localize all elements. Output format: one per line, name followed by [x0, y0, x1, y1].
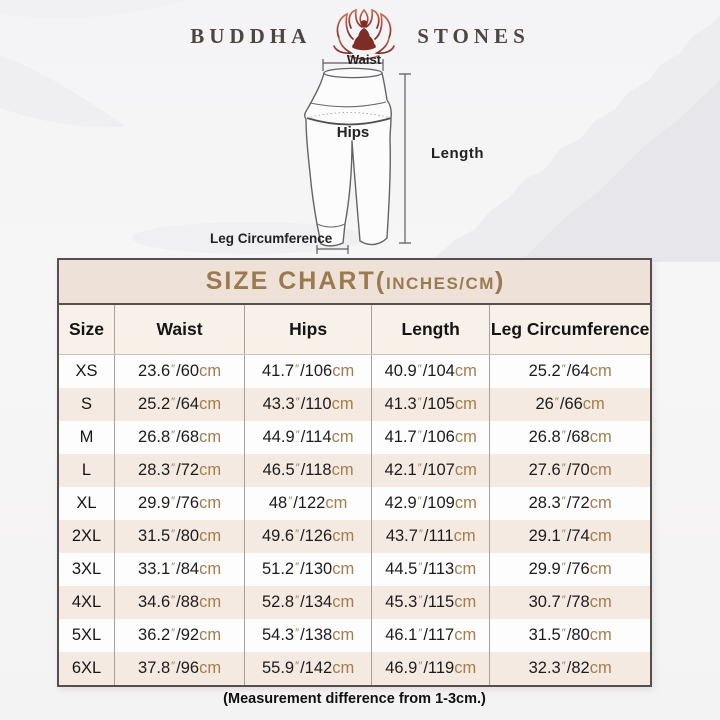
length-label: Length: [431, 145, 484, 162]
size-table: Size Waist Hips Length Leg Circumference…: [59, 305, 650, 685]
table-row: S 25.2″/64cm 43.3″/110cm 41.3″/105cm 26″/66c…: [59, 388, 650, 421]
table-row: XS 23.6″/60cm 41.7″/106cm 40.9″/104cm 25.2″/…: [59, 354, 650, 388]
table-row: 2XL 31.5″/80cm 49.6″/126cm 43.7″/111cm 29.1″…: [59, 520, 650, 553]
hips-measurement: 48″/122cm: [244, 487, 373, 520]
pants-measurement-diagram: Waist Hips Length Leg Circumference: [200, 52, 520, 263]
leg-measurement: 29.9″/76cm: [528, 560, 612, 578]
column-header-length: Length: [371, 305, 491, 355]
length-measurement: 46.9″/119cm: [371, 652, 491, 685]
length-measurement: 41.7″/106cm: [371, 421, 491, 454]
waist-measurement: 37.8″/96cm: [114, 652, 246, 685]
size-chart-title: SIZE CHART(: [205, 267, 387, 295]
waist-measurement: 26.8″/68cm: [114, 421, 246, 454]
leg-circumference-label: Leg Circumference: [210, 231, 333, 246]
table-header-row: Size Waist Hips Length Leg Circumference: [59, 305, 650, 355]
size-value: M: [59, 421, 116, 454]
size-chart-units: INCHES/CM: [386, 274, 495, 293]
hips-measurement: 54.3″/138cm: [244, 619, 373, 652]
size-value: 3XL: [59, 553, 116, 586]
hips-measurement: 52.8″/134cm: [244, 586, 373, 619]
measurement-note: (Measurement difference from 1-3cm.): [223, 691, 486, 707]
size-table-body: XS 23.6″/60cm 41.7″/106cm 40.9″/104cm 25.2″/…: [59, 354, 650, 685]
pants-outline-drawing: [303, 59, 411, 254]
leg-measurement: 29.1″/74cm: [528, 527, 612, 545]
hips-measurement: 44.9″/114cm: [244, 421, 373, 454]
hips-label: Hips: [336, 124, 370, 141]
brand-header: BUDDHA STONES: [0, 8, 720, 64]
length-measurement: 41.3″/105cm: [371, 388, 491, 421]
waist-measurement: 28.3″/72cm: [114, 454, 246, 487]
column-header-hips: Hips: [244, 305, 373, 355]
hips-measurement: 51.2″/130cm: [244, 553, 373, 586]
size-value: 4XL: [59, 586, 116, 619]
table-row: XL 29.9″/76cm 48″/122cm 42.9″/109cm 28.3″/72…: [59, 487, 650, 520]
size-value: L: [59, 454, 116, 487]
length-measurement: 40.9″/104cm: [371, 354, 491, 388]
length-measurement: 44.5″/113cm: [371, 553, 491, 586]
size-chart-title-close: ): [494, 267, 504, 295]
hips-measurement: 41.7″/106cm: [244, 354, 373, 388]
leg-measurement: 26″/66cm: [535, 395, 605, 413]
length-measurement: 43.7″/111cm: [371, 520, 491, 553]
waist-measurement: 29.9″/76cm: [114, 487, 246, 520]
waist-measurement: 31.5″/80cm: [114, 520, 246, 553]
hips-measurement: 55.9″/142cm: [244, 652, 373, 685]
waist-measurement: 34.6″/88cm: [114, 586, 246, 619]
waist-measurement: 25.2″/64cm: [114, 388, 246, 421]
hips-measurement: 43.3″/110cm: [244, 388, 373, 421]
table-row: 6XL 37.8″/96cm 55.9″/142cm 46.9″/119cm 32.3″…: [59, 652, 650, 685]
brand-word-left: BUDDHA: [190, 23, 312, 48]
leg-measurement: 28.3″/72cm: [528, 494, 612, 512]
table-row: M 26.8″/68cm 44.9″/114cm 41.7″/106cm 26.8″/6…: [59, 421, 650, 454]
waist-label: Waist: [346, 52, 382, 67]
column-header-leg-circumference: Leg Circumference: [489, 305, 650, 355]
leg-measurement: 25.2″/64cm: [528, 362, 612, 380]
leg-measurement: 27.6″/70cm: [528, 461, 612, 479]
hips-measurement: 49.6″/126cm: [244, 520, 373, 553]
lotus-meditation-icon: [333, 8, 396, 60]
size-value: 2XL: [59, 520, 116, 553]
length-measurement: 42.9″/109cm: [371, 487, 491, 520]
waist-measurement: 23.6″/60cm: [114, 354, 246, 388]
table-row: 4XL 34.6″/88cm 52.8″/134cm 45.3″/115cm 30.7″…: [59, 586, 650, 619]
size-value: 6XL: [59, 652, 116, 685]
size-chart: SIZE CHART( INCHES/CM ) Size Waist Hips …: [57, 258, 652, 687]
table-row: 5XL 36.2″/92cm 54.3″/138cm 46.1″/117cm 31.5″…: [59, 619, 650, 652]
waist-measurement: 33.1″/84cm: [114, 553, 246, 586]
size-chart-title-band: SIZE CHART( INCHES/CM ): [59, 260, 650, 305]
leg-measurement: 31.5″/80cm: [528, 626, 612, 644]
length-measurement: 45.3″/115cm: [371, 586, 491, 619]
length-measurement: 42.1″/107cm: [371, 454, 491, 487]
size-value: S: [59, 388, 116, 421]
leg-measurement: 26.8″/68cm: [528, 428, 612, 446]
leg-measurement: 30.7″/78cm: [528, 593, 612, 611]
brand-word-right: STONES: [417, 23, 530, 48]
waist-measurement: 36.2″/92cm: [114, 619, 246, 652]
table-row: L 28.3″/72cm 46.5″/118cm 42.1″/107cm 27.6″/7…: [59, 454, 650, 487]
table-row: 3XL 33.1″/84cm 51.2″/130cm 44.5″/113cm 29.9″…: [59, 553, 650, 586]
column-header-waist: Waist: [114, 305, 246, 355]
length-measurement: 46.1″/117cm: [371, 619, 491, 652]
size-value: XS: [59, 354, 116, 388]
size-value: XL: [59, 487, 116, 520]
size-value: 5XL: [59, 619, 116, 652]
leg-measurement: 32.3″/82cm: [528, 659, 612, 677]
hips-measurement: 46.5″/118cm: [244, 454, 373, 487]
column-header-size: Size: [59, 305, 116, 355]
